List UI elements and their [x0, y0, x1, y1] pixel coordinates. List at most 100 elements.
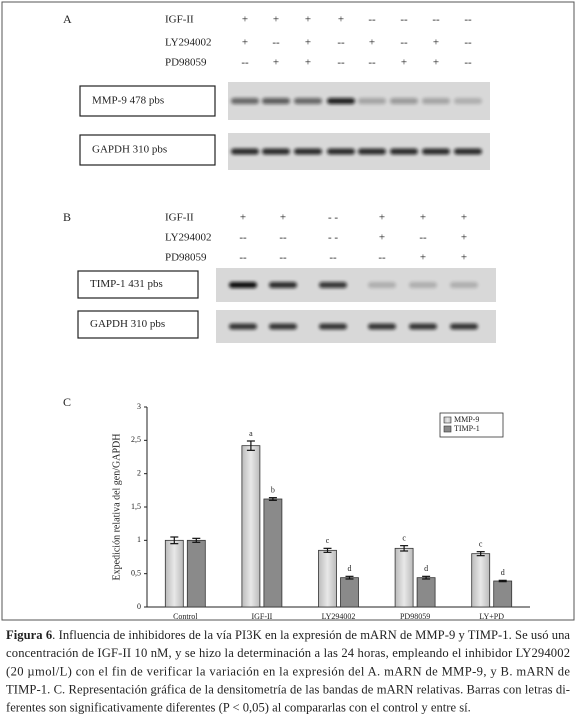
treatment-name: PD98059: [165, 57, 207, 69]
treatment-mark: +: [433, 37, 439, 49]
significance-letter: c: [326, 536, 330, 545]
band: [294, 148, 322, 155]
treatment-mark: --: [239, 232, 247, 244]
caption-line: ferentes son significativamente diferent…: [6, 701, 471, 714]
band: [409, 282, 437, 288]
treatment-mark: --: [378, 252, 386, 264]
treatment-mark: +: [401, 57, 407, 69]
treatment-mark: +: [420, 252, 426, 264]
caption-line: Figura 6. Influencia de inhibidores de l…: [6, 628, 570, 642]
treatment-mark: +: [369, 37, 375, 49]
band: [327, 148, 355, 155]
treatment-mark: --: [464, 14, 472, 26]
band: [422, 148, 450, 155]
band: [319, 323, 347, 330]
band: [368, 282, 396, 288]
treatment-mark: +: [305, 37, 311, 49]
y-tick-label: 1: [137, 535, 141, 544]
band: [269, 323, 297, 330]
band: [368, 323, 396, 330]
error-bar: [345, 575, 354, 580]
y-tick-label: 0,5: [131, 568, 141, 577]
treatment-mark: --: [337, 37, 345, 49]
gene-label: GAPDH 310 pbs: [90, 318, 165, 330]
caption-text: . Influencia de inhibidores de la vía PI…: [52, 628, 570, 642]
treatment-mark: --: [464, 57, 472, 69]
significance-letter: c: [402, 533, 406, 542]
gene-box: [79, 85, 216, 117]
band: [390, 148, 418, 155]
treatment-mark: --: [400, 37, 408, 49]
treatment-mark: --: [337, 57, 345, 69]
treatment-mark: +: [273, 14, 279, 26]
bar: [471, 553, 491, 608]
gene-label: TIMP-1 431 pbs: [90, 278, 163, 290]
treatment-mark: --: [272, 37, 280, 49]
legend-label: MMP-9: [454, 415, 479, 424]
treatment-mark: --: [241, 57, 249, 69]
error-bar: [422, 575, 431, 580]
treatment-name: LY294002: [165, 232, 212, 244]
treatment-mark: --: [279, 252, 287, 264]
treatment-mark: --: [419, 232, 427, 244]
treatment-mark: --: [464, 37, 472, 49]
panel-label: A: [63, 12, 72, 26]
gene-label: GAPDH 310 pbs: [92, 144, 167, 156]
band: [231, 98, 259, 104]
treatment-mark: +: [242, 14, 248, 26]
treatment-mark: +: [305, 14, 311, 26]
significance-letter: a: [249, 429, 253, 438]
band: [229, 282, 257, 288]
band: [454, 98, 482, 104]
panel-label: C: [63, 395, 71, 409]
gene-box: [77, 310, 199, 339]
bar: [340, 577, 359, 608]
significance-letter: c: [479, 539, 483, 548]
bar: [416, 577, 436, 608]
caption-line: (20 µmol/L) con el fin de verificar la v…: [6, 664, 570, 678]
caption-line: TIMP-1. C. Representación gráfica de la …: [6, 682, 570, 696]
gene-label: MMP-9 478 pbs: [92, 95, 164, 107]
band: [319, 282, 347, 288]
bar: [318, 549, 337, 608]
y-tick-label: 2,5: [131, 435, 141, 444]
bar: [263, 498, 283, 608]
gel: [216, 268, 496, 302]
x-tick-label: IGF-II: [251, 612, 272, 621]
x-tick-label: PD98059: [400, 612, 430, 621]
significance-letter: d: [501, 568, 505, 577]
treatment-mark: +: [273, 57, 279, 69]
x-tick-label: Control: [173, 612, 198, 621]
band: [231, 148, 259, 155]
bar: [493, 580, 513, 608]
band: [390, 98, 418, 104]
treatment-mark: +: [379, 232, 385, 244]
x-tick-label: LY294002: [322, 612, 356, 621]
treatment-name: LY294002: [165, 37, 212, 49]
treatment-mark: --: [432, 14, 440, 26]
treatment-mark: --: [368, 14, 376, 26]
legend-swatch: [443, 425, 452, 433]
legend-label: TIMP-1: [454, 424, 480, 433]
significance-letter: d: [348, 564, 352, 573]
caption-label: Figura 6: [6, 628, 52, 642]
treatment-mark: +: [240, 212, 246, 224]
y-tick-label: 1,5: [131, 502, 141, 511]
band: [409, 323, 437, 330]
treatment-name: IGF-II: [165, 14, 194, 26]
treatment-mark: - -: [328, 212, 338, 224]
band: [229, 323, 257, 330]
frame: [1, 1, 575, 621]
treatment-mark: - -: [328, 232, 338, 244]
treatment-name: IGF-II: [165, 212, 194, 224]
bar: [394, 547, 414, 608]
treatment-mark: --: [239, 252, 247, 264]
band: [450, 282, 478, 288]
treatment-mark: +: [280, 212, 286, 224]
y-tick-label: 3: [137, 402, 141, 411]
significance-letter: d: [424, 564, 428, 573]
treatment-mark: +: [461, 232, 467, 244]
legend-swatch: [443, 416, 452, 424]
